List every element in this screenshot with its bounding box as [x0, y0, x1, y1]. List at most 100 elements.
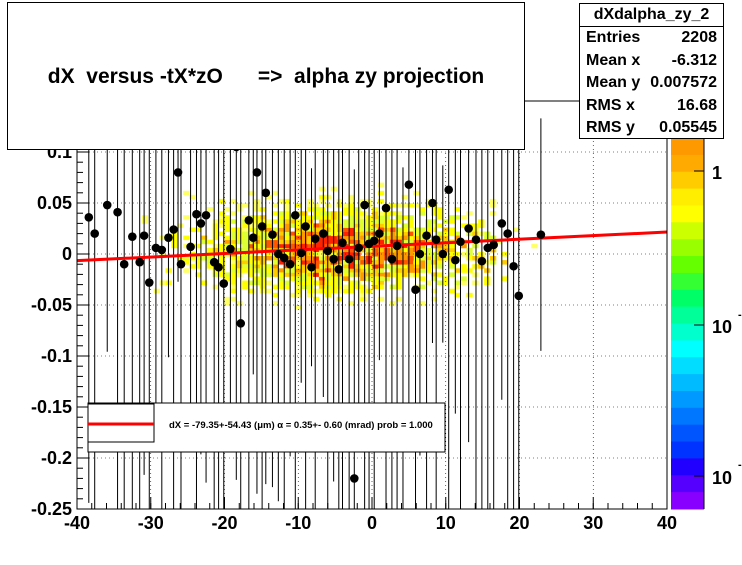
histogram-cell [248, 252, 255, 257]
histogram-cell [307, 288, 314, 294]
histogram-cell [171, 231, 178, 237]
histogram-cell [283, 215, 290, 220]
histogram-cell [218, 231, 225, 237]
histogram-cell [407, 219, 414, 224]
histogram-cell [336, 215, 343, 220]
histogram-cell [360, 292, 367, 298]
histogram-cell [395, 227, 402, 232]
histogram-cell [413, 256, 420, 261]
histogram-cell [442, 247, 450, 253]
histogram-cell [200, 239, 208, 245]
histogram-cell [389, 247, 396, 253]
histogram-cell [360, 211, 367, 216]
histogram-cell [230, 256, 237, 261]
histogram-cell [277, 231, 284, 237]
profile-point [329, 254, 338, 264]
histogram-cell [407, 264, 414, 269]
histogram-cell [466, 256, 473, 261]
histogram-cell [283, 268, 290, 273]
histogram-cell [436, 211, 444, 216]
histogram-cell [200, 256, 208, 261]
histogram-cell [436, 231, 444, 237]
histogram-cell [348, 252, 355, 257]
title-box: dX versus -tX*zO => alpha zy projection [7, 2, 525, 150]
histogram-cell [348, 268, 355, 273]
histogram-cell [271, 264, 278, 269]
profile-point [84, 212, 94, 222]
histogram-cell [289, 256, 296, 261]
histogram-cell [318, 243, 326, 249]
histogram-cell [283, 235, 290, 241]
histogram-cell [242, 223, 249, 228]
histogram-cell [218, 260, 225, 265]
profile-point [464, 224, 473, 233]
histogram-cell [313, 231, 320, 237]
histogram-cell [448, 272, 455, 277]
histogram-cell [242, 227, 249, 232]
histogram-cell [383, 264, 391, 269]
profile-point [369, 236, 379, 246]
profile-point [128, 232, 137, 241]
histogram-cell [230, 260, 237, 265]
histogram-cell [224, 219, 231, 224]
profile-point [102, 200, 112, 210]
histogram-cell [419, 227, 426, 232]
histogram-cell [401, 239, 408, 245]
histogram-cell [318, 280, 326, 285]
histogram-cell [407, 256, 414, 261]
histogram-cell [431, 260, 438, 265]
histogram-cell [212, 227, 219, 232]
histogram-cell [277, 268, 284, 273]
histogram-cell [342, 223, 349, 228]
histogram-cell [236, 203, 243, 208]
histogram-cell [342, 288, 349, 294]
histogram-cell [342, 276, 349, 281]
histogram-cell [242, 256, 249, 261]
x-tick-label: -10 [285, 513, 311, 533]
histogram-cell [372, 260, 379, 265]
histogram-cell [248, 239, 255, 245]
histogram-cell [230, 227, 237, 232]
histogram-cell [230, 211, 237, 216]
histogram-cell [383, 211, 391, 216]
histogram-cell [318, 239, 326, 245]
palette-cell [671, 188, 704, 206]
histogram-cell [360, 288, 367, 294]
histogram-cell [301, 276, 308, 281]
histogram-cell [248, 280, 255, 285]
histogram-cell [383, 239, 391, 245]
histogram-cell [206, 264, 214, 269]
histogram-cell [218, 256, 225, 261]
histogram-cell [289, 276, 296, 281]
histogram-cell [377, 215, 385, 220]
histogram-cell [472, 243, 479, 249]
histogram-cell [407, 231, 414, 237]
histogram-cell [484, 268, 491, 273]
histogram-cell [348, 203, 355, 208]
histogram-cell [289, 243, 296, 249]
histogram-cell [360, 247, 367, 253]
histogram-cell [307, 276, 314, 281]
histogram-cell [354, 239, 361, 245]
histogram-cell [360, 223, 367, 228]
histogram-cell [336, 247, 343, 253]
histogram-cell [301, 219, 308, 224]
histogram-cell [407, 215, 414, 220]
histogram-cell [389, 264, 396, 269]
histogram-cell [248, 264, 255, 269]
histogram-cell [277, 243, 284, 249]
histogram-cell [407, 239, 414, 245]
histogram-cell [336, 203, 343, 208]
histogram-cell [348, 231, 355, 237]
histogram-cell [313, 223, 320, 228]
histogram-cell [478, 264, 485, 269]
histogram-cell [313, 207, 320, 212]
histogram-cell [183, 215, 190, 220]
histogram-cell [224, 223, 231, 228]
histogram-cell [259, 272, 267, 277]
histogram-cell [318, 219, 326, 224]
histogram-cell [454, 292, 461, 298]
histogram-cell [242, 247, 249, 253]
histogram-cell [389, 211, 396, 216]
palette-cell [671, 289, 704, 308]
